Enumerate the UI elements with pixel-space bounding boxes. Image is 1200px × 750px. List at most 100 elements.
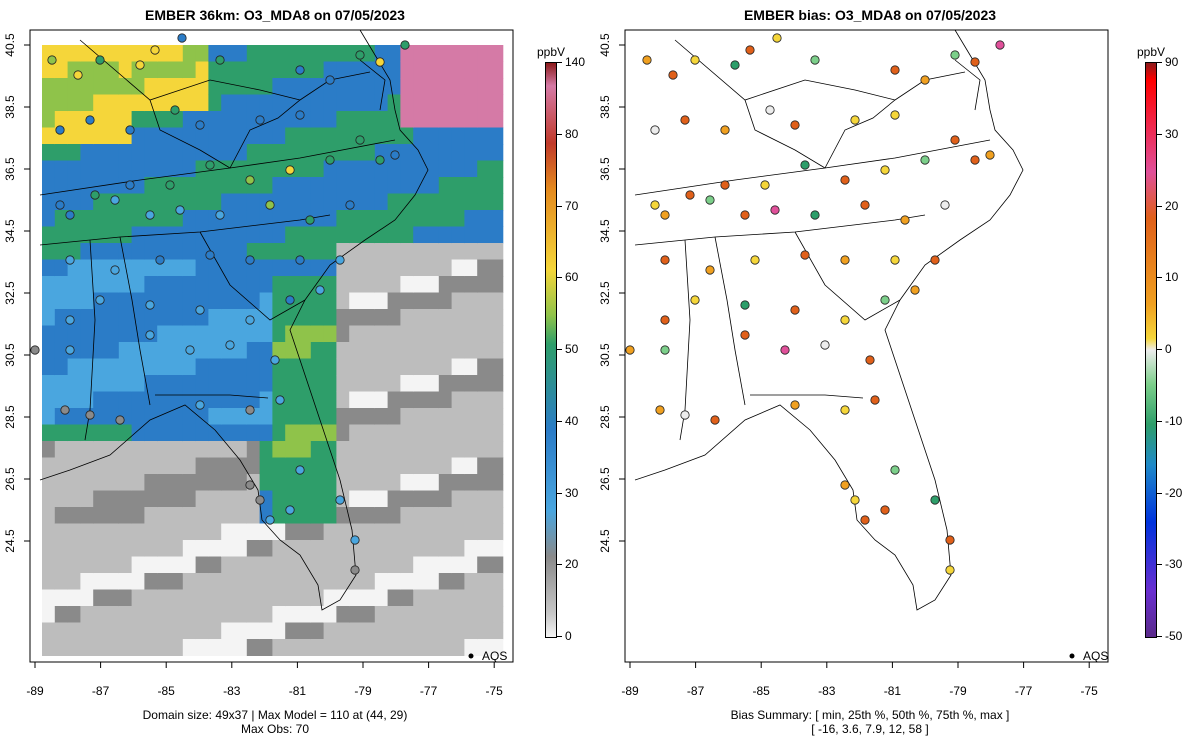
grid-cell (477, 622, 491, 640)
grid-cell (54, 606, 69, 623)
state-border (679, 239, 691, 441)
grid-cell (451, 210, 465, 227)
grid-cell (170, 177, 184, 194)
grid-cell (451, 325, 465, 343)
grid-cell (310, 292, 325, 310)
grid-cell (131, 111, 145, 128)
grid-cell (349, 342, 363, 359)
grid-cell (106, 342, 120, 359)
grid-cell (259, 342, 273, 359)
y-tick-label: 36.5 (598, 157, 612, 181)
x-tick-label: -75 (486, 684, 504, 698)
grid-cell (118, 210, 133, 227)
grid-cell (221, 243, 235, 260)
grid-cell (323, 309, 337, 326)
right-footer-line1: Bias Summary: [ min, 25th %, 50th %, 75t… (730, 708, 1010, 722)
aqs-bias-site (772, 33, 782, 43)
grid-cell (362, 78, 376, 95)
grid-cell (438, 309, 453, 326)
grid-cell (451, 309, 465, 326)
grid-cell (362, 127, 376, 145)
aqs-bias-site (660, 315, 670, 325)
grid-cell (387, 259, 401, 277)
grid-cell (413, 61, 427, 79)
grid-cell (413, 94, 427, 112)
grid-cell (310, 424, 325, 442)
grid-cell (438, 177, 453, 194)
colorbar-tick-label: 140 (565, 55, 586, 69)
grid-cell (336, 589, 350, 607)
aqs-site (285, 505, 295, 515)
grid-cell (246, 589, 261, 607)
aqs-site (145, 330, 155, 340)
grid-cell (310, 309, 325, 326)
colorbar-tick-label: 90 (1165, 55, 1179, 69)
grid-cell (54, 375, 69, 392)
grid-cell (93, 61, 107, 79)
grid-cell (438, 424, 453, 442)
aqs-site (60, 405, 70, 415)
grid-cell (144, 441, 158, 458)
grid-cell (195, 573, 209, 590)
grid-cell (67, 391, 81, 409)
grid-cell (234, 589, 248, 607)
aqs-site (185, 345, 195, 355)
grid-cell (93, 639, 107, 656)
grid-cell (67, 78, 81, 95)
grid-cell (170, 144, 184, 161)
x-tick-label: -81 (289, 684, 307, 698)
grid-cell (67, 639, 81, 656)
grid-cell (490, 144, 504, 161)
y-tick-label: 24.5 (598, 529, 612, 553)
grid-cell (451, 45, 465, 62)
grid-cell (182, 94, 197, 112)
grid-cell (246, 144, 261, 161)
grid-cell (80, 375, 94, 392)
aqs-site (245, 480, 255, 490)
grid-cell (374, 408, 389, 425)
grid-cell (131, 309, 145, 326)
grid-cell (310, 226, 325, 244)
grid-cell (285, 358, 299, 376)
grid-cell (208, 342, 222, 359)
aqs-site (90, 190, 100, 200)
grid-cell (42, 622, 56, 640)
grid-cell (93, 160, 107, 178)
grid-cell (362, 358, 376, 376)
grid-cell (323, 573, 337, 590)
grid-cell (426, 226, 440, 244)
grid-cell (490, 424, 504, 442)
aqs-bias-site (625, 345, 635, 355)
grid-cell (272, 457, 286, 475)
grid-cell (490, 127, 504, 145)
grid-cell (234, 226, 248, 244)
grid-cell (477, 441, 491, 458)
grid-cell (387, 94, 401, 112)
grid-cell (387, 457, 401, 475)
grid-cell (323, 358, 337, 376)
grid-cell (285, 457, 299, 475)
grid-cell (208, 606, 222, 623)
grid-cell (131, 408, 145, 425)
grid-cell (464, 391, 478, 409)
grid-cell (182, 292, 197, 310)
grid-cell (157, 94, 171, 112)
grid-cell (323, 474, 337, 491)
grid-cell (298, 507, 312, 524)
grid-cell (144, 606, 158, 623)
grid-cell (438, 243, 453, 260)
grid-cell (272, 375, 286, 392)
grid-cell (323, 490, 337, 508)
grid-cell (106, 177, 120, 194)
grid-cell (272, 490, 286, 508)
grid-cell (106, 309, 120, 326)
grid-cell (234, 424, 248, 442)
grid-cell (221, 589, 235, 607)
grid-cell (93, 259, 107, 277)
grid-cell (349, 78, 363, 95)
grid-cell (118, 589, 133, 607)
grid-cell (362, 573, 376, 590)
grid-cell (298, 556, 312, 574)
grid-cell (93, 144, 107, 161)
grid-cell (54, 556, 69, 574)
